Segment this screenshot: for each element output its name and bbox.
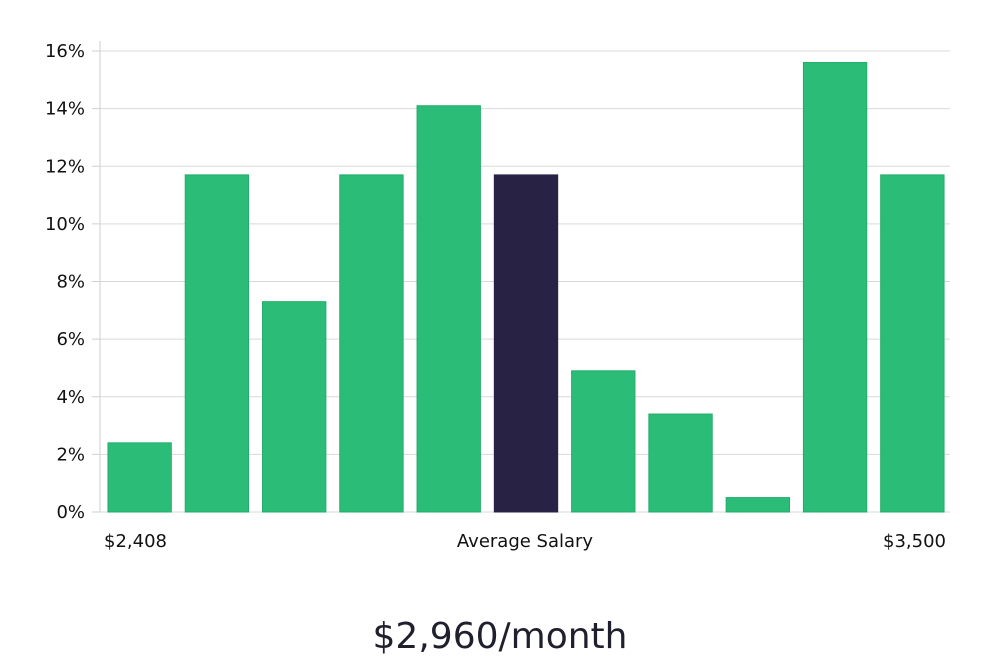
y-tick-label: 4% <box>56 387 85 408</box>
y-tick-label: 8% <box>56 272 85 293</box>
y-tick-label: 0% <box>56 502 85 523</box>
bar <box>262 301 327 513</box>
bar <box>880 174 945 513</box>
average-salary-value: $2,960/month <box>373 616 628 657</box>
x-axis-labels: $2,408 Average Salary $3,500 <box>104 531 946 552</box>
y-tick-label: 6% <box>56 329 85 350</box>
bar <box>725 497 790 513</box>
x-axis-right-label: $3,500 <box>883 531 946 552</box>
bar <box>107 442 172 513</box>
y-tick-label: 10% <box>45 214 85 235</box>
y-tick-label: 16% <box>45 41 85 62</box>
bar <box>571 370 636 513</box>
bar <box>802 62 868 513</box>
bar <box>648 413 713 513</box>
y-tick-label: 2% <box>56 444 85 465</box>
bars <box>107 62 945 513</box>
bar-average-salary <box>493 174 559 513</box>
y-tick-label: 12% <box>45 156 85 177</box>
y-tick-label: 14% <box>45 99 85 120</box>
x-axis-center-label: Average Salary <box>457 531 594 552</box>
bar <box>416 105 481 513</box>
y-axis: 0% 2% 4% 6% 8% 10% 12% 14% 16% <box>45 41 101 523</box>
bar <box>184 174 250 513</box>
x-axis-left-label: $2,408 <box>104 531 167 552</box>
bar <box>339 174 404 513</box>
